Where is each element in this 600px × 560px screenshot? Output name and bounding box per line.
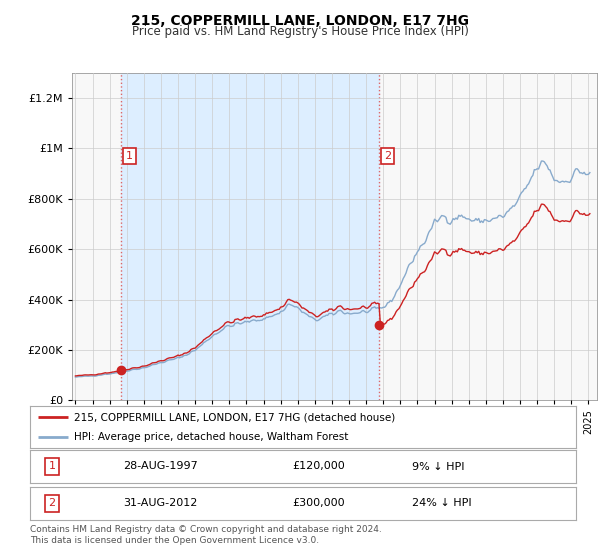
Text: Price paid vs. HM Land Registry's House Price Index (HPI): Price paid vs. HM Land Registry's House … bbox=[131, 25, 469, 38]
Text: 2: 2 bbox=[384, 151, 391, 161]
Text: 24% ↓ HPI: 24% ↓ HPI bbox=[412, 498, 472, 508]
Text: 2: 2 bbox=[48, 498, 55, 508]
Text: 1: 1 bbox=[49, 461, 55, 472]
Text: This data is licensed under the Open Government Licence v3.0.: This data is licensed under the Open Gov… bbox=[30, 536, 319, 545]
Text: 9% ↓ HPI: 9% ↓ HPI bbox=[412, 461, 465, 472]
Text: 215, COPPERMILL LANE, LONDON, E17 7HG: 215, COPPERMILL LANE, LONDON, E17 7HG bbox=[131, 14, 469, 28]
Text: 28-AUG-1997: 28-AUG-1997 bbox=[123, 461, 197, 472]
Bar bbox=[121, 73, 379, 400]
Text: HPI: Average price, detached house, Waltham Forest: HPI: Average price, detached house, Walt… bbox=[74, 432, 348, 442]
Text: £120,000: £120,000 bbox=[292, 461, 345, 472]
Text: £300,000: £300,000 bbox=[292, 498, 345, 508]
Text: 1: 1 bbox=[126, 151, 133, 161]
Text: Contains HM Land Registry data © Crown copyright and database right 2024.: Contains HM Land Registry data © Crown c… bbox=[30, 525, 382, 534]
Text: 215, COPPERMILL LANE, LONDON, E17 7HG (detached house): 215, COPPERMILL LANE, LONDON, E17 7HG (d… bbox=[74, 412, 395, 422]
Text: 31-AUG-2012: 31-AUG-2012 bbox=[123, 498, 197, 508]
